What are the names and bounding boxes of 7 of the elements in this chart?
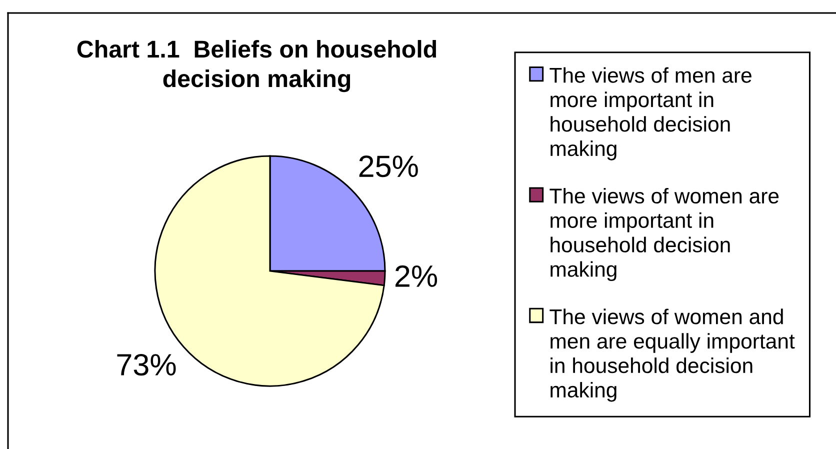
legend-label: The views of men are more important in household decision making xyxy=(550,67,752,160)
legend-label: The views of women are more important in household decision making xyxy=(550,188,779,282)
data-label: 73% xyxy=(117,354,176,376)
data-label: 25% xyxy=(359,156,418,178)
chart-title: Chart 1.1 Beliefs on household decision making xyxy=(77,40,436,92)
data-label: 2% xyxy=(395,265,438,287)
legend-label: The views of women and men are equally important in household decision making xyxy=(550,308,795,402)
